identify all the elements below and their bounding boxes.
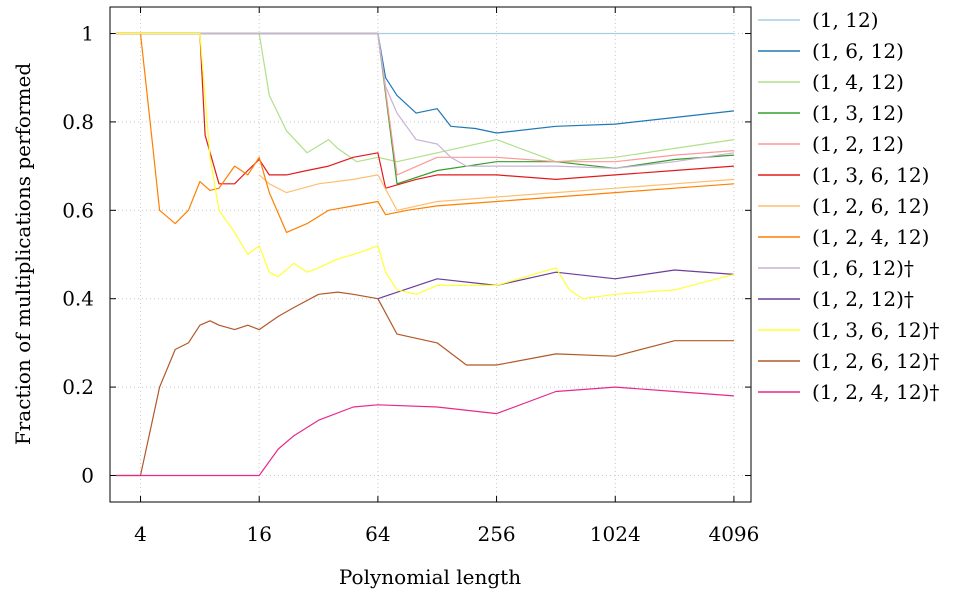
y-axis-label: Fraction of multiplications performed (11, 63, 35, 445)
legend: (1, 12) (1, 6, 12) (1, 4, 12) (1, 3, 12) (1,… (758, 8, 939, 404)
legend-label: (1, 2, 12)† (812, 287, 914, 311)
y-tick-label: 0.6 (62, 198, 94, 222)
legend-label: (1, 2, 6, 12)† (812, 349, 939, 373)
series-line (115, 32, 734, 134)
y-tick-label: 0 (81, 463, 94, 487)
series-line (115, 32, 734, 233)
series-line (115, 32, 734, 185)
legend-label: (1, 3, 6, 12) (812, 163, 929, 187)
series-line (115, 32, 734, 163)
legend-label: (1, 6, 12)† (812, 256, 914, 280)
x-tick-label: 256 (477, 522, 515, 546)
series-line (115, 32, 735, 300)
y-tick-label: 0.4 (62, 287, 94, 311)
legend-label: (1, 6, 12) (812, 39, 904, 63)
legend-label: (1, 12) (812, 8, 879, 32)
legend-label: (1, 2, 4, 12) (812, 225, 929, 249)
x-tick-label: 4 (134, 522, 147, 546)
series-line (115, 32, 734, 189)
series-line (115, 291, 734, 477)
series-line (258, 174, 734, 211)
legend-label: (1, 4, 12) (812, 70, 904, 94)
series-line (115, 32, 734, 169)
legend-label: (1, 2, 4, 12)† (812, 380, 939, 404)
grid (110, 7, 751, 502)
x-tick-label: 1024 (590, 522, 641, 546)
y-tick-label: 0.8 (62, 110, 94, 134)
series-line (377, 269, 734, 300)
x-tick-label: 4096 (708, 522, 759, 546)
legend-label: (1, 2, 6, 12) (812, 194, 929, 218)
series-line (115, 386, 734, 477)
x-axis-ticks: 4 16 64 256 1024 4096 (134, 7, 759, 546)
y-tick-label: 1 (81, 22, 94, 46)
x-tick-label: 16 (246, 522, 271, 546)
x-tick-label: 64 (365, 522, 390, 546)
legend-label: (1, 3, 12) (812, 101, 904, 125)
y-axis-ticks: 0 0.2 0.4 0.6 0.8 1 (62, 22, 751, 487)
x-axis-label: Polynomial length (339, 565, 521, 589)
series-lines (115, 32, 735, 477)
legend-label: (1, 2, 12) (812, 132, 904, 156)
y-tick-label: 0.2 (62, 375, 94, 399)
legend-label: (1, 3, 6, 12)† (812, 318, 939, 342)
plot-frame (109, 6, 752, 503)
